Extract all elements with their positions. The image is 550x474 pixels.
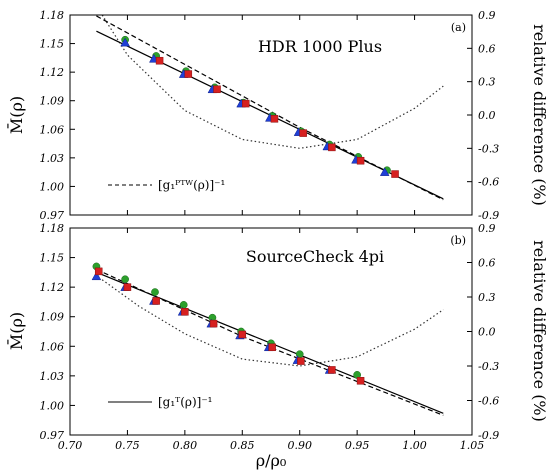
panel-b-ytick-label-6: 1.15 [40,252,65,265]
panel-b-y2label: relative difference (%) [530,240,549,422]
panel-a-square-point-5 [299,129,307,137]
x-tick-label-5: 0.95 [345,439,370,452]
panel-a-legend: [g₁ᴾᵀᵂ(ρ)]⁻¹ [108,178,225,192]
panel-a-ytick-label-0: 0.97 [40,209,65,222]
panel-b-ytick-label-7: 1.18 [40,222,65,235]
panel-a-square-point-3 [241,99,250,108]
panel-a-square-point-1 [184,70,193,78]
panel-b-circle-point-1 [121,275,129,284]
panel-b-y2tick-label-4: 0.3 [478,291,496,304]
panel-a-square-point-0 [155,56,164,65]
panel-a-ytick-label-7: 1.18 [40,9,65,22]
x-tick-label-7: 1.05 [460,439,485,452]
panel-b-tag: (b) [450,234,466,247]
panel-a-ylabel: M̄(ρ) [5,96,26,134]
panel-b-y2tick-label-0: -0.9 [478,429,499,442]
panel-b-y2tick-label-6: 0.9 [478,222,496,235]
panel-b: 0.97 1.00 1.03 1.06 1.09 1.12 1.15 1.18 -0.9 -0.6… [5,222,549,470]
panel-b-ytick-label-2: 1.03 [40,370,65,383]
panel-b-legend-label: [g₁ᵀ(ρ)]⁻¹ [158,395,212,409]
panel-b-ytick-label-3: 1.06 [40,340,65,353]
panel-a-square-point-7 [356,156,365,165]
panel-a-y2tick-label-4: 0.3 [478,76,496,89]
panel-a-tag: (a) [451,21,466,34]
panel-b-ytick-label-4: 1.09 [40,311,65,324]
panel-a-y2tick-label-5: 0.6 [478,42,496,55]
panel-a-ticks: 0.97 1.00 1.03 1.06 1.09 1.12 1.15 1.18 -0.9 -0.6… [40,9,500,222]
panel-b-ylabel: M̄(ρ) [5,312,26,350]
panel-a-y2label: relative difference (%) [530,24,549,206]
panel-b-ytick-label-1: 1.00 [40,399,65,412]
panel-a-triangle-point-9 [379,167,390,176]
panel-b-square-point-2 [152,297,160,305]
panel-a-ytick-label-4: 1.09 [40,95,65,108]
panel-b-ticks: 0.97 1.00 1.03 1.06 1.09 1.12 1.15 1.18 -0.9 -0.6… [40,222,500,452]
panel-a-marks [96,14,444,201]
panel-a-triangle-point-0 [120,37,130,47]
panel-a-square-point-2 [213,85,221,94]
panel-b-square-point-3 [181,308,189,316]
panel-b-y2tick-label-1: -0.6 [478,395,499,408]
panel-b-y2tick-label-2: -0.3 [478,360,499,373]
x-tick-label-3: 0.85 [230,439,255,452]
panel-a-ytick-label-5: 1.12 [40,66,65,79]
panel-a-ytick-label-2: 1.03 [40,152,65,165]
panel-a-y2tick-label-0: -0.9 [478,209,499,222]
panel-a-y2tick-label-1: -0.6 [478,176,499,189]
panel-b-square-point-0 [94,267,103,276]
panel-b-square-point-9 [356,377,365,385]
panel-b-legend: [g₁ᵀ(ρ)]⁻¹ [108,395,212,409]
panel-b-ytick-label-0: 0.97 [40,429,65,442]
panel-b-square-point-1 [123,283,132,291]
panel-a-legend-label: [g₁ᴾᵀᵂ(ρ)]⁻¹ [158,178,225,192]
panel-a-rel-diff-curve [101,14,444,149]
panel-a: 0.97 1.00 1.03 1.06 1.09 1.12 1.15 1.18 -0.9 -0.6… [5,9,549,222]
panel-b-triangle-point-0 [91,271,102,281]
panel-a-ytick-label-6: 1.15 [40,38,65,51]
panel-a-ytick-label-3: 1.06 [40,123,65,136]
panel-a-y2tick-label-6: 0.9 [478,9,496,22]
panel-b-title: SourceCheck 4pi [246,247,384,266]
x-tick-label-1: 0.75 [115,439,140,452]
panel-b-square-point-4 [209,319,218,328]
x-tick-label-2: 0.80 [173,439,198,452]
panel-a-square-point-4 [270,115,279,123]
panel-a-y2tick-label-2: -0.3 [478,142,499,155]
x-tick-label-4: 0.90 [287,439,312,452]
x-tick-label-0: 0.70 [58,439,83,452]
panel-a-square-point-6 [328,143,336,152]
x-axis-label: ρ/ρ₀ [256,451,287,470]
panel-b-ytick-label-5: 1.12 [40,281,65,294]
panel-b-square-point-7 [297,357,305,365]
x-tick-label-6: 1.00 [402,439,427,452]
panel-b-marks [91,262,444,416]
panel-a-title: HDR 1000 Plus [258,37,382,56]
panel-b-square-point-8 [328,366,336,374]
panel-b-square-point-5 [238,330,247,339]
panel-a-ytick-label-1: 1.00 [40,180,65,193]
panel-b-circle-point-3 [179,301,188,309]
panel-b-y2tick-label-3: 0.0 [478,326,496,339]
panel-a-square-point-8 [391,170,399,178]
panel-a-y2tick-label-3: 0.0 [478,109,496,122]
panel-b-square-point-6 [268,343,276,352]
panel-b-y2tick-label-5: 0.6 [478,257,496,270]
panel-b-circle-point-2 [151,288,159,296]
